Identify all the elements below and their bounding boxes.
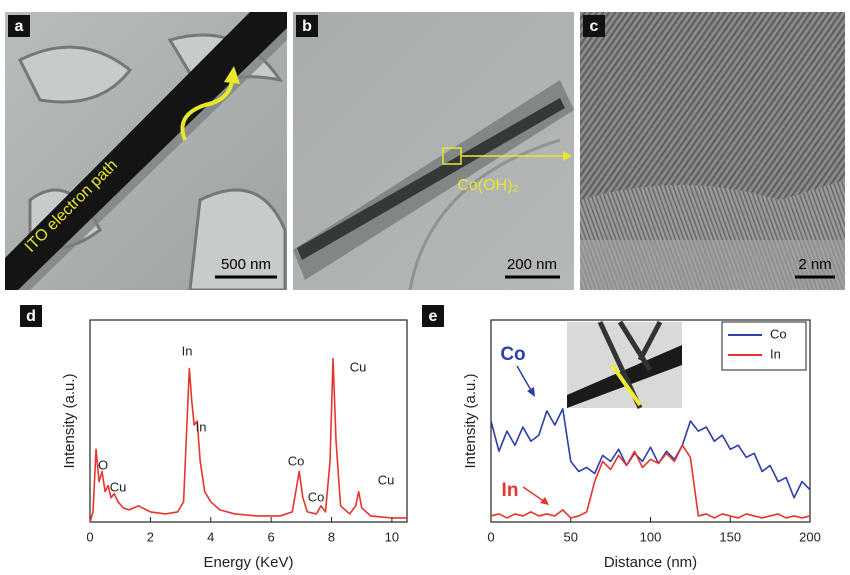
y-axis-title: Intensity (a.u.) bbox=[61, 373, 78, 468]
scale-label: 200 nm bbox=[507, 256, 557, 273]
x-tick-label: 50 bbox=[564, 529, 578, 544]
annotation-arrow bbox=[523, 487, 545, 502]
x-tick-label: 4 bbox=[207, 529, 214, 544]
x-tick-label: 100 bbox=[640, 529, 662, 544]
legend-label: In bbox=[770, 346, 781, 361]
panel-label: e bbox=[429, 308, 438, 325]
panel-label: c bbox=[590, 18, 599, 35]
annotation: In bbox=[182, 343, 193, 358]
annotation-arrow-head bbox=[540, 497, 549, 505]
panel-label: b bbox=[302, 18, 312, 35]
annotation: Cu bbox=[350, 359, 367, 374]
x-tick-label: 6 bbox=[268, 529, 275, 544]
legend-label: Co bbox=[770, 326, 787, 341]
x-tick-label: 150 bbox=[719, 529, 741, 544]
panel-label: a bbox=[15, 18, 24, 35]
micrograph-c bbox=[580, 12, 845, 290]
annotation-arrow bbox=[517, 366, 532, 392]
annotation: Co bbox=[308, 489, 325, 504]
legend-box bbox=[722, 322, 806, 370]
panel-label: d bbox=[26, 308, 36, 325]
scale-label: 2 nm bbox=[798, 256, 831, 273]
x-tick-label: 200 bbox=[799, 529, 821, 544]
inset-image bbox=[567, 322, 682, 408]
annotation: Co bbox=[288, 453, 305, 468]
x-tick-label: 0 bbox=[86, 529, 93, 544]
annotation: Co bbox=[500, 344, 525, 365]
x-tick-label: 10 bbox=[385, 529, 399, 544]
annotation: In bbox=[502, 480, 519, 501]
x-tick-label: 8 bbox=[328, 529, 335, 544]
y-axis-title: Intensity (a.u.) bbox=[462, 373, 479, 468]
x-axis-title: Distance (nm) bbox=[604, 554, 697, 571]
annotation: O bbox=[98, 457, 108, 472]
x-tick-label: 0 bbox=[487, 529, 494, 544]
annotation: Cu bbox=[378, 472, 395, 487]
annotation: Cu bbox=[110, 479, 127, 494]
micrograph-b bbox=[293, 12, 574, 290]
image-caption: Co(OH)₂ bbox=[457, 177, 518, 194]
figure: a b c ITO electron path 500 nm Co(OH)₂ 2… bbox=[0, 0, 850, 575]
data-line bbox=[491, 445, 810, 518]
scale-label: 500 nm bbox=[221, 256, 271, 273]
x-tick-label: 2 bbox=[147, 529, 154, 544]
annotation-arrow-head bbox=[527, 387, 535, 397]
data-line bbox=[491, 409, 810, 498]
x-axis-title: Energy (KeV) bbox=[203, 554, 293, 571]
data-line bbox=[90, 358, 407, 522]
annotation: In bbox=[196, 419, 207, 434]
micrograph-a bbox=[5, 12, 287, 290]
